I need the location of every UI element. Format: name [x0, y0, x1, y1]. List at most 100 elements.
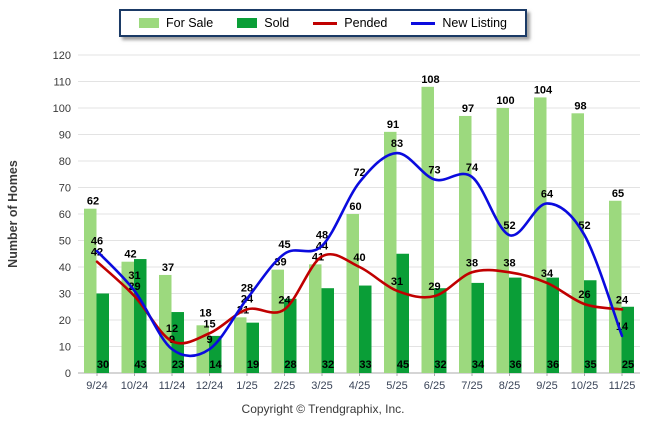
svg-text:12/24: 12/24 [196, 380, 224, 392]
svg-text:42: 42 [124, 249, 136, 261]
svg-text:10/25: 10/25 [571, 380, 599, 392]
svg-text:29: 29 [428, 281, 440, 293]
svg-text:73: 73 [428, 165, 440, 177]
svg-text:35: 35 [584, 359, 596, 371]
svg-text:72: 72 [353, 167, 365, 179]
svg-text:120: 120 [53, 50, 71, 62]
svg-text:11/24: 11/24 [159, 380, 186, 392]
legend-item-new-listing: New Listing [411, 16, 507, 30]
legend-label: Pended [344, 16, 388, 30]
svg-text:32: 32 [434, 359, 446, 371]
svg-text:2/25: 2/25 [274, 380, 295, 392]
svg-text:5/25: 5/25 [386, 380, 407, 392]
svg-text:33: 33 [359, 359, 371, 371]
svg-text:98: 98 [574, 100, 586, 112]
svg-text:45: 45 [278, 239, 290, 251]
svg-text:25: 25 [622, 359, 634, 371]
legend-item-pended: Pended [313, 16, 387, 30]
svg-text:19: 19 [247, 359, 259, 371]
svg-text:36: 36 [509, 359, 521, 371]
svg-text:110: 110 [53, 77, 71, 89]
svg-text:62: 62 [87, 196, 99, 208]
svg-text:43: 43 [134, 359, 146, 371]
svg-text:12: 12 [166, 323, 178, 335]
svg-text:32: 32 [322, 359, 334, 371]
svg-text:64: 64 [541, 188, 554, 200]
pended-line-swatch-icon [313, 21, 338, 25]
svg-text:9/24: 9/24 [86, 380, 107, 392]
svg-text:28: 28 [284, 359, 296, 371]
svg-text:0: 0 [65, 368, 71, 380]
legend-label: New Listing [442, 16, 508, 30]
svg-text:104: 104 [534, 84, 553, 96]
svg-text:30: 30 [97, 359, 109, 371]
svg-text:4/25: 4/25 [349, 380, 370, 392]
svg-text:7/25: 7/25 [461, 380, 482, 392]
svg-text:34: 34 [541, 268, 554, 280]
svg-text:60: 60 [59, 209, 71, 221]
svg-text:40: 40 [353, 252, 365, 264]
svg-text:48: 48 [316, 229, 328, 241]
copyright-text: Copyright © Trendgraphix, Inc. [241, 402, 405, 416]
svg-text:29: 29 [128, 281, 140, 293]
svg-text:9: 9 [206, 334, 212, 346]
svg-text:50: 50 [59, 236, 71, 248]
svg-text:30: 30 [59, 289, 71, 301]
svg-text:108: 108 [421, 74, 439, 86]
svg-text:41: 41 [312, 251, 324, 263]
svg-text:10: 10 [59, 342, 71, 354]
legend-item-sold: Sold [237, 16, 289, 30]
svg-text:9/25: 9/25 [536, 380, 557, 392]
svg-text:1/25: 1/25 [236, 380, 257, 392]
line-pended [95, 252, 624, 345]
svg-text:80: 80 [59, 156, 71, 168]
svg-text:90: 90 [59, 130, 71, 142]
legend: For Sale Sold Pended New Listing [118, 9, 528, 37]
svg-text:23: 23 [172, 359, 184, 371]
svg-text:8/25: 8/25 [499, 380, 520, 392]
svg-text:70: 70 [59, 183, 71, 195]
svg-text:31: 31 [128, 270, 140, 282]
data-labels: 6246423042312943371292318159142824211945… [87, 74, 634, 371]
legend-label: For Sale [165, 16, 214, 30]
for-sale-swatch-icon [138, 18, 159, 28]
svg-text:65: 65 [612, 188, 624, 200]
svg-text:15: 15 [203, 318, 215, 330]
svg-text:60: 60 [349, 201, 361, 213]
svg-text:100: 100 [496, 95, 514, 107]
svg-text:24: 24 [616, 294, 629, 306]
new-listing-line-swatch-icon [411, 21, 436, 25]
svg-text:26: 26 [578, 289, 590, 301]
svg-text:3/25: 3/25 [311, 380, 332, 392]
line-new-listing [95, 151, 624, 358]
svg-text:52: 52 [503, 220, 515, 232]
bars-sold [96, 253, 634, 373]
svg-text:38: 38 [466, 257, 478, 269]
svg-text:24: 24 [278, 294, 291, 306]
svg-text:46: 46 [91, 236, 103, 248]
y-axis-title: Number of Homes [6, 160, 20, 268]
svg-text:10/24: 10/24 [121, 380, 149, 392]
svg-text:38: 38 [503, 257, 515, 269]
svg-text:36: 36 [547, 359, 559, 371]
svg-text:18: 18 [199, 307, 211, 319]
svg-text:74: 74 [466, 162, 479, 174]
svg-text:31: 31 [391, 276, 403, 288]
svg-text:37: 37 [162, 262, 174, 274]
svg-text:40: 40 [59, 262, 71, 274]
svg-text:34: 34 [472, 359, 485, 371]
legend-item-for-sale: For Sale [138, 16, 214, 30]
bars-for-sale [84, 86, 622, 374]
svg-text:6/25: 6/25 [424, 380, 445, 392]
sold-swatch-icon [237, 18, 258, 28]
y-axis-labels: 0 10 20 30 40 50 60 70 80 90 100 110 120 [53, 50, 71, 380]
legend-label: Sold [264, 16, 290, 30]
x-axis-labels: 9/24 10/24 11/24 12/24 1/25 2/25 3/25 4/25 5/25 6… [86, 373, 635, 392]
svg-text:11/25: 11/25 [609, 380, 636, 392]
svg-text:97: 97 [462, 103, 474, 115]
svg-text:20: 20 [59, 315, 71, 327]
svg-text:45: 45 [397, 359, 409, 371]
svg-text:14: 14 [209, 359, 222, 371]
svg-text:91: 91 [387, 119, 399, 131]
chart-canvas: Number of Homes 0 10 20 30 40 50 60 70 80 90 100 11… [6, 50, 640, 392]
